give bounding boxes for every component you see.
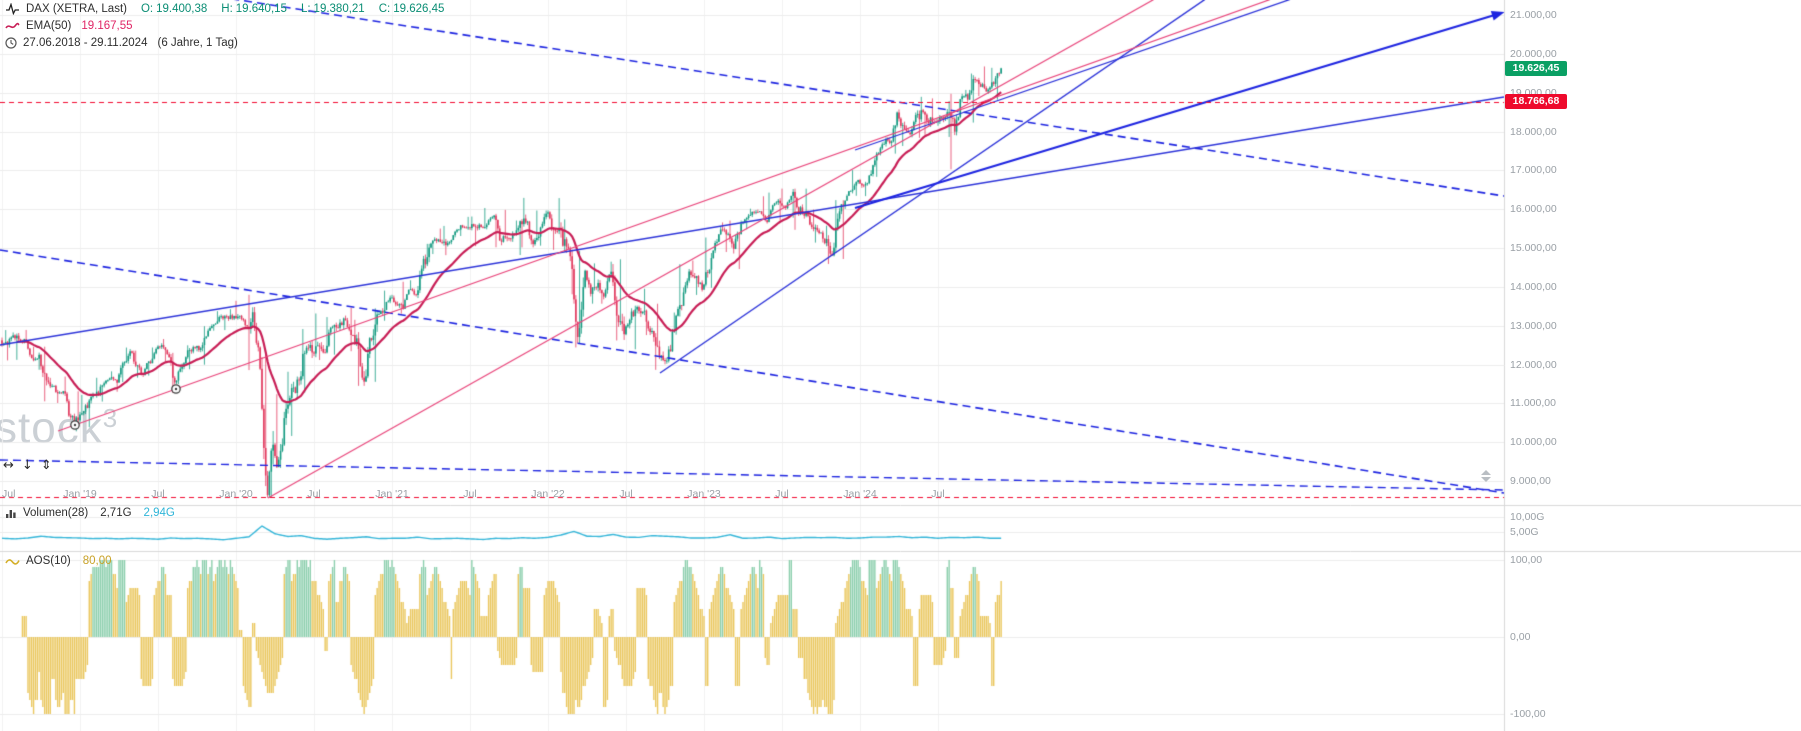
price-axis-label: 14.000,00 (1510, 280, 1557, 293)
clock-icon (5, 37, 17, 49)
time-axis-label: Jan '20 (219, 488, 253, 500)
aos-axis-label: 0,00 (1510, 631, 1531, 643)
aos-axis-label: -100,00 (1510, 708, 1546, 720)
price-axis-label: 10.000,00 (1510, 436, 1557, 449)
volume-bars-icon (5, 508, 17, 519)
price-axis-label: 11.000,00 (1510, 397, 1556, 410)
price-axis-label: 12.000,00 (1510, 358, 1557, 371)
triangle-down-icon (1481, 477, 1491, 482)
low-value-group: L: 19.380,21 (301, 3, 365, 15)
ema-line-icon (5, 21, 20, 31)
price-axis-label: 15.000,00 (1510, 242, 1557, 254)
close-value: 19.626,45 (393, 3, 445, 15)
pulse-icon (5, 3, 20, 15)
ema-legend: EMA(50) 19.167,55 (5, 20, 133, 32)
open-value-group: O: 19.400,38 (141, 3, 207, 15)
volume-axis-label: 10,00G (1510, 511, 1545, 523)
scroll-down-icon[interactable]: ↓ (21, 458, 33, 473)
instrument-legend: DAX (XETRA, Last) O: 19.400,38 H: 19.640,1… (5, 3, 444, 15)
price-axis-label: 21.000,00 (1510, 9, 1557, 21)
close-value-group: C: 19.626,45 (379, 3, 445, 15)
time-axis-label: Jan '23 (687, 488, 721, 500)
time-axis-label: Jul (307, 488, 321, 500)
time-axis-label: Jul (931, 488, 945, 500)
close-label: C: (378, 3, 391, 15)
pan-horizontal-icon[interactable]: ↔ (3, 458, 14, 473)
date-range: 27.06.2018 - 29.11.2024 (23, 37, 148, 49)
instrument-title: DAX (XETRA, Last) (26, 3, 127, 15)
triangle-up-icon (1481, 470, 1491, 475)
time-axis-label: Jan '19 (63, 488, 97, 500)
aos-legend: AOS(10) 80,00 (5, 555, 112, 567)
price-axis-label: 18.000,00 (1510, 125, 1557, 138)
time-axis-label: Jan '24 (843, 488, 877, 500)
price-axis-label: 13.000,00 (1510, 319, 1557, 332)
axis-collapse-icon[interactable] (1481, 470, 1491, 482)
volume-label: Volumen(28) (23, 507, 89, 519)
time-axis-label: Jul (463, 488, 477, 500)
price-axis-label: 20.000,00 (1510, 47, 1557, 60)
open-value: 19.400,38 (156, 3, 208, 15)
time-axis-label: Jul (775, 488, 789, 500)
high-value: 19.640,15 (235, 3, 287, 15)
ema-label: EMA(50) (26, 20, 72, 32)
volume-legend: Volumen(28) 2,71G 2,94G (5, 507, 175, 519)
aos-axis-label: 100,00 (1510, 554, 1543, 566)
aos-label: AOS(10) (26, 555, 71, 567)
alert-price-badge[interactable]: 18.766,68 (1505, 94, 1567, 109)
time-axis-label: Jul (619, 488, 633, 500)
chart-toolbar: ↔ ↓ ⇕ (3, 459, 52, 473)
volume-ma-value: 2,94G (143, 507, 175, 519)
aos-value: 80,00 (82, 555, 112, 567)
low-label: L: (300, 3, 311, 15)
low-value: 19.380,21 (313, 3, 365, 15)
high-label: H: (221, 3, 233, 15)
price-axis-label: 16.000,00 (1510, 203, 1557, 216)
auto-scale-icon[interactable]: ⇕ (40, 458, 52, 473)
volume-axis-label: 5,00G (1510, 526, 1539, 538)
date-range-legend: 27.06.2018 - 29.11.2024 (6 Jahre, 1 Tag) (5, 37, 238, 49)
time-axis-label: Jan '22 (531, 488, 565, 500)
time-axis-label: Jul (151, 488, 165, 500)
aos-line-icon (5, 556, 20, 566)
time-axis-label: Jan '21 (375, 488, 409, 500)
high-value-group: H: 19.640,15 (221, 3, 287, 15)
ema-value: 19.167,55 (81, 20, 133, 32)
open-label: O: (140, 3, 154, 15)
time-axis-label: Jul (2, 488, 16, 500)
last-price-badge: 19.626,45 (1505, 61, 1567, 76)
volume-value: 2,71G (100, 507, 132, 519)
period-info: (6 Jahre, 1 Tag) (157, 37, 238, 49)
price-axis-label: 17.000,00 (1510, 164, 1557, 177)
price-axis-label: 9.000,00 (1510, 475, 1551, 487)
